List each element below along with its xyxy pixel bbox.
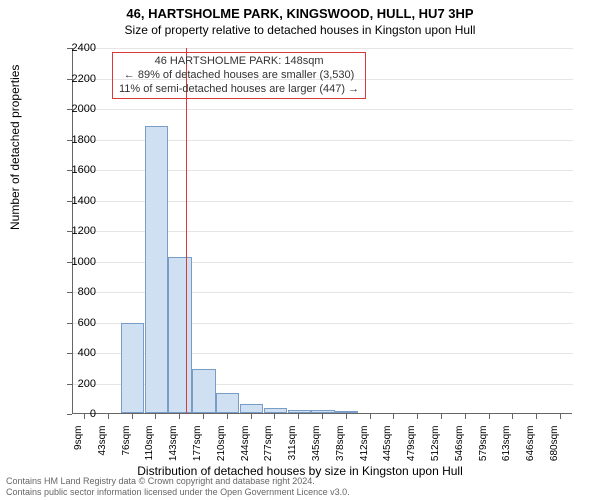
x-tick-label: 613sqm <box>501 426 512 472</box>
page-subtitle: Size of property relative to detached ho… <box>0 21 600 37</box>
x-tick-label: 412sqm <box>359 426 370 472</box>
x-tick-mark <box>370 414 371 419</box>
gridline <box>73 109 573 110</box>
y-tick-mark <box>67 109 72 110</box>
x-tick-label: 646sqm <box>525 426 536 472</box>
y-tick-label: 1600 <box>56 164 96 176</box>
x-tick-mark <box>560 414 561 419</box>
histogram-bar <box>264 408 287 413</box>
x-tick-label: 512sqm <box>430 426 441 472</box>
x-tick-mark <box>155 414 156 419</box>
x-tick-label: 277sqm <box>263 426 274 472</box>
y-tick-mark <box>67 201 72 202</box>
histogram-bar <box>192 369 215 413</box>
x-tick-mark <box>298 414 299 419</box>
y-tick-label: 400 <box>56 347 96 359</box>
x-tick-label: 110sqm <box>144 426 155 472</box>
histogram-bar <box>288 410 311 413</box>
y-tick-mark <box>67 353 72 354</box>
y-tick-mark <box>67 323 72 324</box>
footer-attribution: Contains HM Land Registry data © Crown c… <box>6 476 350 498</box>
y-tick-label: 2000 <box>56 103 96 115</box>
histogram-bar <box>121 323 144 413</box>
x-tick-label: 345sqm <box>311 426 322 472</box>
histogram-bar <box>145 126 168 413</box>
y-tick-mark <box>67 262 72 263</box>
histogram-bar <box>335 411 358 413</box>
annotation-box: 46 HARTSHOLME PARK: 148sqm ← 89% of deta… <box>112 52 366 99</box>
y-tick-mark <box>67 79 72 80</box>
footer-line-1: Contains HM Land Registry data © Crown c… <box>6 476 350 487</box>
y-tick-label: 200 <box>56 378 96 390</box>
x-tick-mark <box>393 414 394 419</box>
x-tick-mark <box>346 414 347 419</box>
x-tick-mark <box>441 414 442 419</box>
y-tick-label: 1000 <box>56 256 96 268</box>
x-tick-label: 177sqm <box>192 426 203 472</box>
y-tick-mark <box>67 292 72 293</box>
plot-region <box>72 48 572 414</box>
x-tick-mark <box>274 414 275 419</box>
x-tick-label: 479sqm <box>406 426 417 472</box>
chart-area: 46 HARTSHOLME PARK: 148sqm ← 89% of deta… <box>72 48 572 414</box>
x-tick-mark <box>132 414 133 419</box>
y-axis-label: Number of detached properties <box>8 65 22 230</box>
y-tick-label: 2200 <box>56 73 96 85</box>
y-tick-label: 2400 <box>56 42 96 54</box>
x-tick-label: 143sqm <box>168 426 179 472</box>
y-tick-label: 0 <box>56 408 96 420</box>
histogram-bar <box>240 404 263 413</box>
x-tick-mark <box>108 414 109 419</box>
x-tick-mark <box>322 414 323 419</box>
x-tick-mark <box>179 414 180 419</box>
x-tick-mark <box>251 414 252 419</box>
x-tick-label: 445sqm <box>382 426 393 472</box>
footer-line-2: Contains public sector information licen… <box>6 487 350 498</box>
x-tick-mark <box>489 414 490 419</box>
x-tick-label: 210sqm <box>216 426 227 472</box>
x-tick-mark <box>84 414 85 419</box>
x-tick-mark <box>465 414 466 419</box>
y-tick-label: 1200 <box>56 225 96 237</box>
y-tick-mark <box>67 140 72 141</box>
y-tick-label: 1800 <box>56 134 96 146</box>
histogram-bar <box>311 410 334 413</box>
x-tick-label: 244sqm <box>240 426 251 472</box>
y-tick-mark <box>67 170 72 171</box>
x-tick-mark <box>512 414 513 419</box>
y-tick-mark <box>67 384 72 385</box>
histogram-bar <box>168 257 191 413</box>
x-tick-label: 546sqm <box>454 426 465 472</box>
reference-line <box>186 48 187 414</box>
x-tick-label: 43sqm <box>97 426 108 472</box>
x-tick-mark <box>417 414 418 419</box>
x-tick-label: 579sqm <box>478 426 489 472</box>
x-tick-label: 311sqm <box>287 426 298 472</box>
chart-container: 46, HARTSHOLME PARK, KINGSWOOD, HULL, HU… <box>0 0 600 500</box>
y-tick-mark <box>67 414 72 415</box>
y-tick-label: 600 <box>56 317 96 329</box>
y-tick-mark <box>67 231 72 232</box>
annotation-line-2: ← 89% of detached houses are smaller (3,… <box>119 69 359 83</box>
page-title: 46, HARTSHOLME PARK, KINGSWOOD, HULL, HU… <box>0 0 600 21</box>
annotation-line-1: 46 HARTSHOLME PARK: 148sqm <box>119 55 359 69</box>
x-tick-label: 76sqm <box>121 426 132 472</box>
histogram-bar <box>216 393 239 413</box>
gridline <box>73 48 573 49</box>
annotation-line-3: 11% of semi-detached houses are larger (… <box>119 83 359 97</box>
x-tick-label: 378sqm <box>335 426 346 472</box>
x-tick-mark <box>536 414 537 419</box>
x-tick-mark <box>203 414 204 419</box>
y-tick-mark <box>67 48 72 49</box>
x-tick-mark <box>227 414 228 419</box>
x-tick-label: 680sqm <box>549 426 560 472</box>
y-tick-label: 1400 <box>56 195 96 207</box>
x-tick-label: 9sqm <box>73 426 84 472</box>
y-tick-label: 800 <box>56 286 96 298</box>
